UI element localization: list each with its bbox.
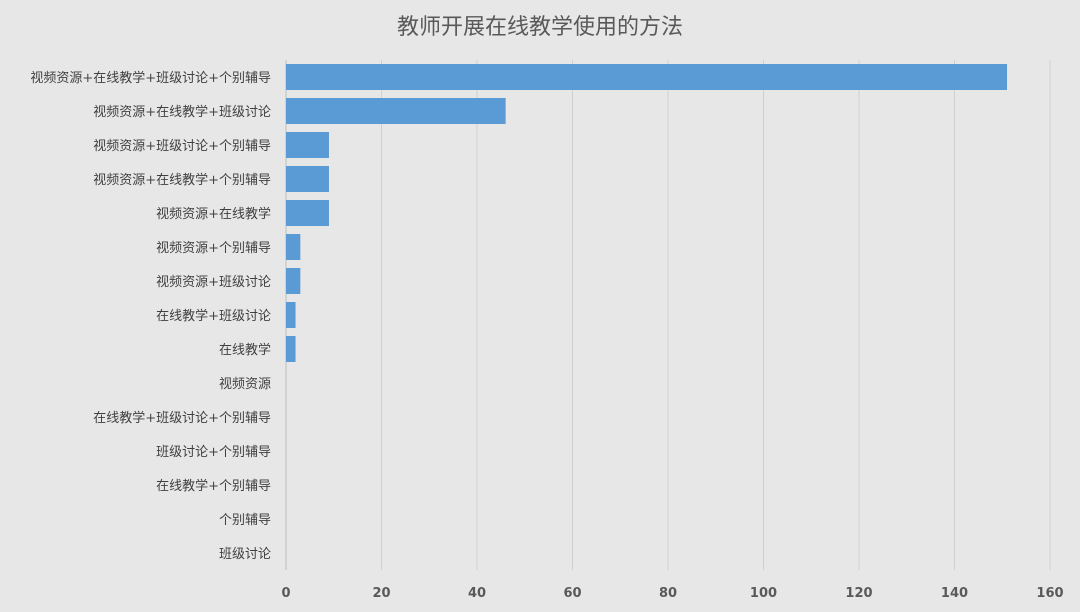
gridlines (285, 60, 1051, 570)
category-label: 在线教学+班级讨论+个别辅导 (93, 410, 271, 426)
bar (286, 166, 329, 192)
x-tick-label: 100 (750, 586, 777, 601)
x-tick-label: 160 (1036, 586, 1063, 601)
x-tick-label: 20 (372, 586, 390, 601)
bar (286, 64, 1008, 90)
bar (286, 234, 301, 260)
bars (286, 64, 1008, 362)
category-label: 视频资源+班级讨论+个别辅导 (93, 139, 271, 154)
bar (286, 200, 329, 226)
category-labels: 视频资源+在线教学+班级讨论+个别辅导视频资源+在线教学+班级讨论视频资源+班级… (30, 70, 271, 562)
category-label: 个别辅导 (219, 513, 271, 528)
category-label: 班级讨论 (219, 547, 271, 562)
bar (286, 302, 296, 328)
x-tick-label: 140 (941, 586, 968, 601)
x-tick-label: 0 (281, 586, 290, 601)
category-label: 班级讨论+个别辅导 (156, 445, 271, 460)
category-label: 视频资源+个别辅导 (156, 241, 271, 256)
category-label: 视频资源+在线教学+班级讨论 (93, 104, 271, 120)
chart-title: 教师开展在线教学使用的方法 (397, 15, 683, 40)
x-tick-label: 60 (563, 586, 581, 601)
x-tick-label: 40 (468, 586, 486, 601)
category-label: 视频资源+在线教学+个别辅导 (93, 172, 271, 188)
bar (286, 132, 329, 158)
bar (286, 336, 296, 362)
bar (286, 98, 506, 124)
category-label: 在线教学+个别辅导 (156, 478, 271, 494)
category-label: 视频资源+在线教学+班级讨论+个别辅导 (30, 70, 271, 86)
category-label: 在线教学 (219, 342, 271, 358)
category-label: 视频资源+班级讨论 (156, 275, 271, 290)
x-tick-labels: 0 20 40 60 80 100 120 140 160 (281, 586, 1063, 601)
category-label: 视频资源+在线教学 (156, 206, 271, 222)
category-label: 在线教学+班级讨论 (156, 308, 271, 324)
x-tick-label: 120 (845, 586, 872, 601)
x-tick-label: 80 (659, 586, 677, 601)
bar (286, 268, 301, 294)
category-label: 视频资源 (219, 377, 271, 392)
